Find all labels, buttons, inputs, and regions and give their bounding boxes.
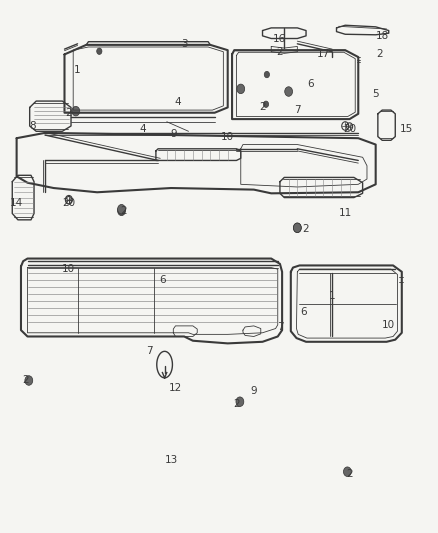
Circle shape [117,205,125,214]
Text: 2: 2 [303,224,309,235]
Circle shape [264,71,269,78]
Text: 8: 8 [29,121,36,131]
Text: 16: 16 [273,34,286,44]
Text: 11: 11 [339,208,352,219]
Text: 14: 14 [10,198,23,208]
Text: 2: 2 [259,102,266,112]
Text: 20: 20 [343,124,356,134]
Circle shape [237,84,245,94]
Text: 2: 2 [346,470,353,479]
Text: 1: 1 [74,66,81,75]
Text: 17: 17 [317,50,330,59]
Text: 3: 3 [181,39,187,49]
Text: 10: 10 [221,132,234,142]
Text: 1: 1 [329,290,336,301]
Text: 12: 12 [169,383,182,393]
Circle shape [97,48,102,54]
Text: 7: 7 [294,105,300,115]
Text: 2: 2 [377,50,383,59]
Circle shape [263,101,268,108]
Circle shape [72,107,80,116]
Text: 18: 18 [375,31,389,41]
Text: 2: 2 [233,399,240,409]
Text: 6: 6 [307,78,314,88]
Text: 2: 2 [66,108,72,118]
Circle shape [117,206,125,216]
Text: 6: 6 [300,306,307,317]
Text: 10: 10 [62,264,75,274]
Text: 6: 6 [159,274,166,285]
Text: 4: 4 [140,124,146,134]
Text: 10: 10 [382,320,396,330]
Circle shape [236,397,244,407]
Text: 5: 5 [372,89,379,99]
Text: 2: 2 [22,375,28,385]
Text: 15: 15 [399,124,413,134]
Text: 4: 4 [174,97,181,107]
Text: 2: 2 [120,206,127,216]
Circle shape [343,467,351,477]
Text: 13: 13 [165,455,178,465]
Text: 2: 2 [277,47,283,56]
Circle shape [285,87,293,96]
Circle shape [293,223,301,232]
Circle shape [25,376,33,385]
Circle shape [293,223,301,232]
Text: 20: 20 [62,198,75,208]
Text: 7: 7 [277,322,283,333]
Text: 7: 7 [146,346,153,357]
Text: 9: 9 [170,129,177,139]
Text: 9: 9 [251,386,257,396]
